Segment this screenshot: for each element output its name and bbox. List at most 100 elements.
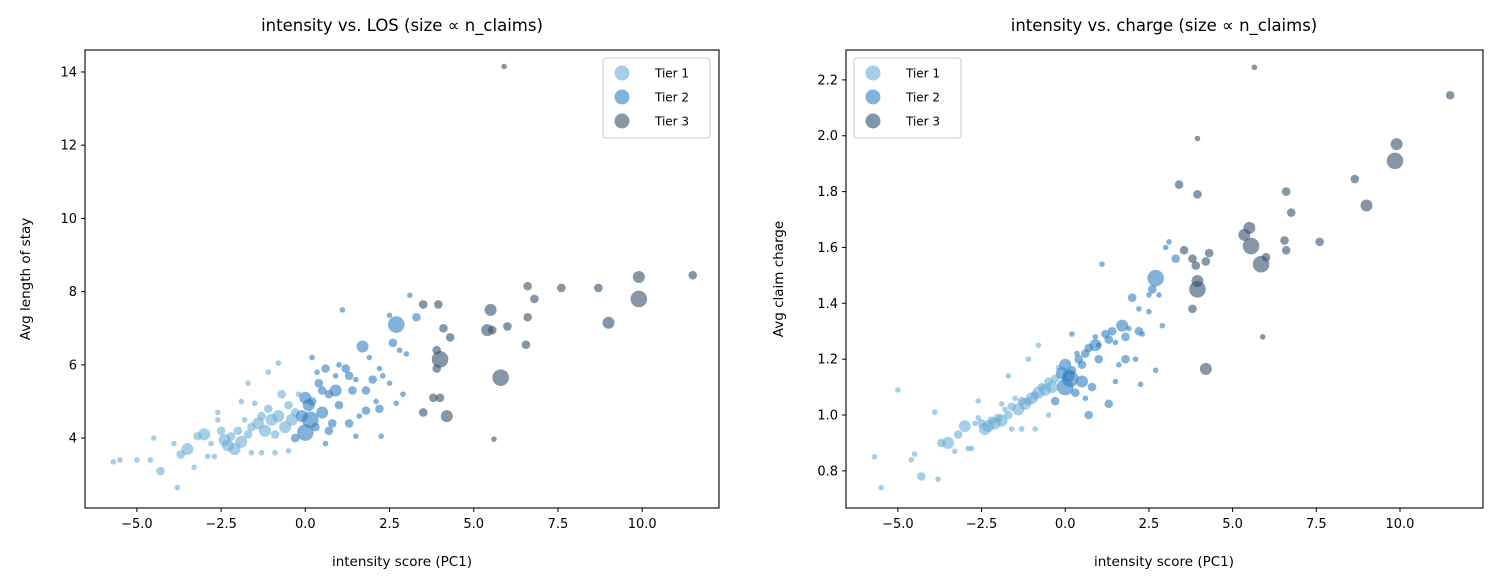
data-point-tier-1 xyxy=(214,416,221,423)
data-point-tier-2 xyxy=(316,406,329,419)
y-tick-label: 1.2 xyxy=(817,353,838,368)
data-point-tier-2 xyxy=(1159,322,1166,329)
data-point-tier-1 xyxy=(134,457,140,463)
data-point-tier-3 xyxy=(491,436,497,442)
data-point-tier-1 xyxy=(935,476,941,483)
data-point-tier-2 xyxy=(1075,375,1088,388)
legend-label: Tier 2 xyxy=(654,91,689,105)
data-point-tier-3 xyxy=(1280,236,1289,245)
data-point-tier-3 xyxy=(1386,152,1404,170)
data-points xyxy=(110,63,698,491)
data-point-tier-3 xyxy=(440,410,453,423)
data-point-tier-1 xyxy=(204,453,211,460)
data-point-tier-1 xyxy=(275,360,282,366)
y-tick-label: 1.6 xyxy=(817,241,838,256)
data-point-tier-3 xyxy=(632,270,645,283)
y-tick-label: 4 xyxy=(69,432,77,447)
data-point-tier-2 xyxy=(1162,244,1169,251)
data-point-tier-3 xyxy=(1281,245,1291,255)
data-point-tier-1 xyxy=(917,472,926,481)
data-point-tier-2 xyxy=(353,433,359,440)
data-point-tier-1 xyxy=(233,426,243,436)
legend-box xyxy=(853,57,962,139)
data-point-tier-1 xyxy=(272,410,285,423)
y-tick-label: 12 xyxy=(60,139,77,154)
data-point-tier-1 xyxy=(110,459,117,465)
data-point-tier-3 xyxy=(630,290,648,308)
legend-label: Tier 1 xyxy=(654,67,689,81)
data-point-tier-1 xyxy=(1045,381,1058,394)
data-point-tier-2 xyxy=(329,384,342,397)
data-point-tier-2 xyxy=(332,373,339,379)
data-point-tier-1 xyxy=(251,400,258,407)
legend-label: Tier 3 xyxy=(654,115,689,129)
data-point-tier-2 xyxy=(290,433,300,443)
y-tick-label: 8 xyxy=(69,285,77,300)
data-point-tier-1 xyxy=(156,466,165,476)
y-tick-label: 10 xyxy=(60,212,77,227)
data-point-tier-3 xyxy=(602,316,615,329)
x-axis-label: intensity score (PC1) xyxy=(332,554,472,570)
legend-marker-tier-3 xyxy=(865,113,881,129)
data-point-tier-3 xyxy=(429,393,438,403)
data-point-tier-2 xyxy=(1112,378,1119,385)
data-point-tier-2 xyxy=(1132,356,1139,362)
data-point-tier-1 xyxy=(181,443,194,456)
data-point-tier-3 xyxy=(1199,362,1212,375)
x-tick-label: 0.0 xyxy=(1055,517,1076,532)
data-point-tier-3 xyxy=(439,323,448,333)
data-point-tier-2 xyxy=(1069,331,1075,337)
data-point-tier-2 xyxy=(1152,367,1159,374)
data-point-tier-3 xyxy=(503,322,512,331)
data-point-tier-3 xyxy=(418,408,428,417)
data-point-tier-2 xyxy=(344,419,354,428)
data-point-tier-3 xyxy=(523,312,532,322)
data-point-tier-3 xyxy=(1188,254,1197,263)
data-point-tier-1 xyxy=(908,456,915,463)
data-point-tier-3 xyxy=(418,300,428,309)
data-point-tier-2 xyxy=(1082,395,1089,402)
data-point-tier-1 xyxy=(975,414,982,421)
data-point-tier-2 xyxy=(393,400,400,407)
data-point-tier-3 xyxy=(1350,174,1360,184)
data-point-tier-1 xyxy=(258,449,265,456)
data-point-tier-2 xyxy=(406,292,413,299)
x-tick-label: −2.5 xyxy=(205,517,237,532)
data-point-tier-2 xyxy=(1074,350,1080,357)
data-point-tier-2 xyxy=(1116,361,1122,368)
data-point-tier-2 xyxy=(1127,293,1137,303)
data-point-tier-2 xyxy=(1147,285,1157,294)
data-point-tier-1 xyxy=(995,414,1008,427)
legend-marker-tier-1 xyxy=(865,65,881,81)
data-point-tier-2 xyxy=(403,351,410,357)
data-point-tier-1 xyxy=(285,413,298,426)
data-point-tier-1 xyxy=(871,454,878,460)
legend: Tier 1 Tier 2 Tier 3 xyxy=(602,57,711,139)
data-point-tier-3 xyxy=(688,270,698,280)
data-point-tier-3 xyxy=(1360,199,1373,212)
data-point-tier-2 xyxy=(314,369,320,375)
data-point-tier-3 xyxy=(1445,90,1455,100)
data-point-tier-2 xyxy=(336,362,342,368)
x-tick-label: 10.0 xyxy=(628,517,657,532)
data-point-tier-2 xyxy=(353,376,359,383)
data-point-tier-1 xyxy=(1032,426,1038,432)
data-point-tier-2 xyxy=(309,354,315,361)
data-point-tier-3 xyxy=(1194,135,1201,142)
data-point-tier-1 xyxy=(895,387,901,393)
legend-label: Tier 3 xyxy=(905,115,940,129)
data-point-tier-2 xyxy=(1089,339,1102,352)
data-point-tier-2 xyxy=(396,347,403,354)
data-point-tier-2 xyxy=(356,413,363,419)
data-point-tier-3 xyxy=(1238,228,1251,241)
data-point-tier-2 xyxy=(388,338,398,348)
data-point-tier-3 xyxy=(1179,245,1189,255)
data-point-tier-2 xyxy=(361,406,371,415)
data-point-tier-2 xyxy=(1137,381,1144,388)
data-point-tier-3 xyxy=(1193,190,1202,199)
data-point-tier-2 xyxy=(1092,334,1099,340)
data-point-tier-1 xyxy=(263,404,273,414)
x-tick-label: 10.0 xyxy=(1386,517,1415,532)
data-point-tier-2 xyxy=(314,378,324,388)
data-point-tier-3 xyxy=(1242,237,1260,255)
